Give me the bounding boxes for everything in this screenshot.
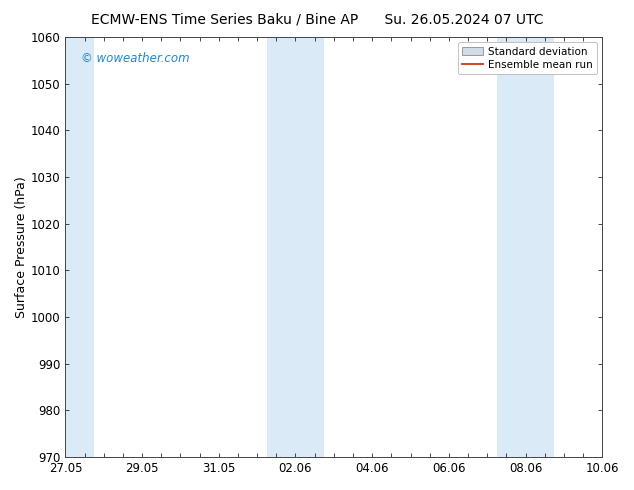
Legend: Standard deviation, Ensemble mean run: Standard deviation, Ensemble mean run [458,42,597,74]
Bar [267,37,324,457]
Y-axis label: Surface Pressure (hPa): Surface Pressure (hPa) [15,176,28,318]
Bar [65,37,94,457]
Bar [497,37,554,457]
Text: © woweather.com: © woweather.com [82,52,190,65]
Text: ECMW-ENS Time Series Baku / Bine AP      Su. 26.05.2024 07 UTC: ECMW-ENS Time Series Baku / Bine AP Su. … [91,12,543,26]
